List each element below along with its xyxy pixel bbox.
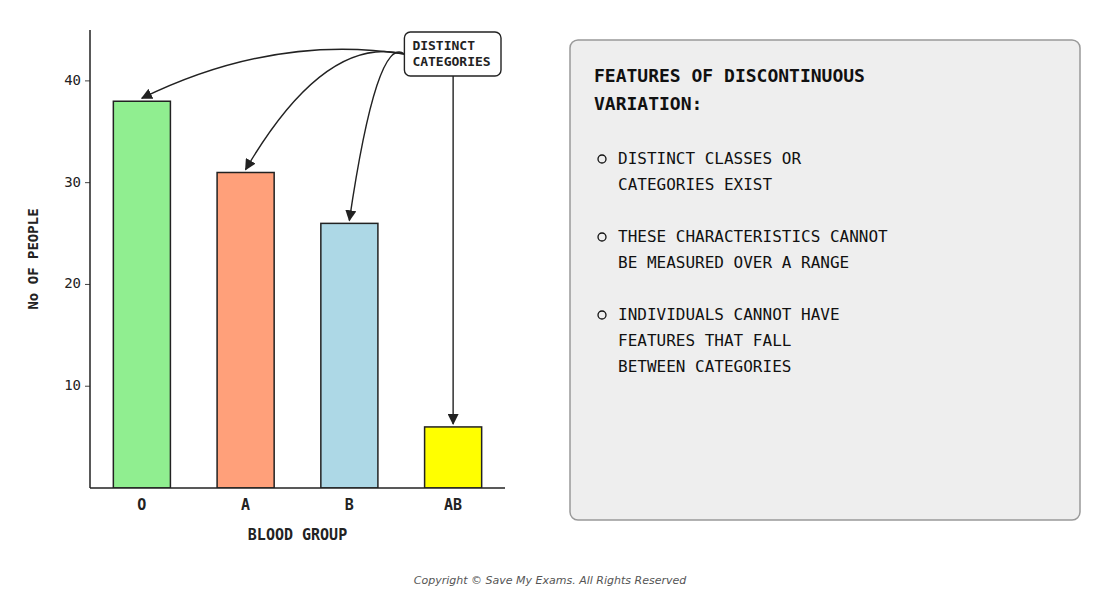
y-tick-label: 30 <box>64 174 81 190</box>
info-title: VARIATION: <box>594 93 702 114</box>
x-tick-label: O <box>137 496 146 514</box>
info-box-background <box>570 40 1080 520</box>
x-axis-line <box>90 487 505 489</box>
y-tick-label: 40 <box>64 72 81 88</box>
info-bullet-text: INDIVIDUALS CANNOT HAVE <box>618 305 840 324</box>
info-box: FEATURES OF DISCONTINUOUS VARIATION: DISTI… <box>570 40 1080 520</box>
x-axis-ticks: OABAB <box>137 496 462 514</box>
bar <box>425 427 482 488</box>
annotation-line: CATEGORIES <box>412 54 490 69</box>
annotation-text: DISTINCTCATEGORIES <box>412 38 490 69</box>
info-title: FEATURES OF DISCONTINUOUS <box>594 65 865 86</box>
annotation-arrow <box>452 76 453 424</box>
info-bullet <box>598 311 606 319</box>
bar <box>321 223 378 488</box>
info-bullet <box>598 155 606 163</box>
info-bullet-text: FEATURES THAT FALL <box>618 331 791 350</box>
y-tick-label: 10 <box>64 377 81 393</box>
chart: 10203040OABABBLOOD GROUPNo OF PEOPLEDIST… <box>0 0 1100 594</box>
y-axis-label: No OF PEOPLE <box>25 208 41 309</box>
info-bullet <box>598 233 606 241</box>
x-tick-label: A <box>241 496 250 514</box>
bars <box>113 101 481 488</box>
bar <box>113 101 170 488</box>
annotation-arrow <box>142 49 405 98</box>
y-axis-ticks: 10 20 30 40 <box>64 72 90 393</box>
info-bullet-text: CATEGORIES EXIST <box>618 175 772 194</box>
info-bullet-text: BE MEASURED OVER A RANGE <box>618 253 849 272</box>
annotation-line: DISTINCT <box>412 38 475 53</box>
annotation-box <box>404 32 501 76</box>
y-axis-line <box>89 30 91 488</box>
x-axis-label: BLOOD GROUP <box>248 526 347 544</box>
x-tick-label: B <box>345 496 354 514</box>
info-bullet-text: THESE CHARACTERISTICS CANNOT <box>618 227 888 246</box>
bar <box>217 172 274 488</box>
x-tick-label: AB <box>444 496 462 514</box>
info-bullet-text: DISTINCT CLASSES OR <box>618 149 801 168</box>
annotation-arrow <box>349 52 404 220</box>
annotation-arrow <box>246 51 405 169</box>
info-bullet-text: BETWEEN CATEGORIES <box>618 357 791 376</box>
annotation: DISTINCTCATEGORIES <box>142 32 501 424</box>
footnote: Copyright © Save My Exams. All Rights Re… <box>414 574 687 587</box>
y-tick-label: 20 <box>64 275 81 291</box>
